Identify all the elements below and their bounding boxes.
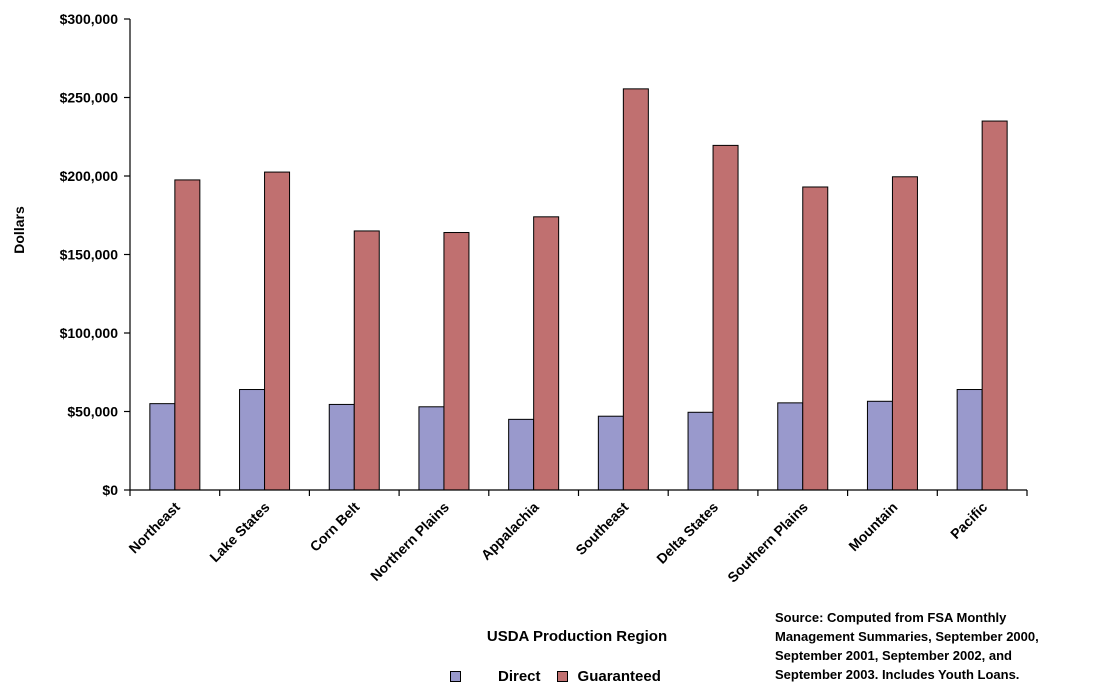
x-axis: Northeast Lake States Corn Belt Northern Pl…	[125, 489, 1028, 586]
bar-guaranteed-appalachia	[533, 216, 560, 491]
x-tick-label: Corn Belt	[307, 499, 363, 555]
bar-guaranteed-southern-plains	[802, 186, 829, 491]
source-note: Source: Computed from FSA Monthly Manage…	[775, 610, 1039, 682]
bar-direct-lake-states	[239, 389, 266, 491]
x-tick-label: Southeast	[572, 499, 631, 558]
x-axis-title: USDA Production Region	[487, 628, 667, 645]
y-tick-label: $100,000	[60, 325, 119, 341]
x-tick-label: Delta States	[653, 499, 721, 567]
legend: Direct Guaranteed	[450, 666, 677, 686]
y-axis: $0 $50,000 $100,000 $150,000 $200,000 $250,00…	[60, 11, 131, 498]
bar-direct-pacific	[956, 389, 983, 491]
y-tick-label: $150,000	[60, 247, 119, 263]
y-tick-label: $200,000	[60, 168, 119, 184]
y-tick-label: $50,000	[67, 404, 118, 420]
bar-direct-corn-belt	[328, 403, 355, 491]
bars	[149, 88, 1008, 491]
legend-item-direct: Direct	[450, 668, 541, 685]
bar-direct-northeast	[149, 403, 176, 491]
bar-guaranteed-delta-states	[712, 144, 739, 491]
bar-guaranteed-corn-belt	[353, 230, 380, 491]
x-tick-label: Pacific	[947, 499, 990, 542]
bar-direct-appalachia	[508, 418, 535, 491]
legend-swatch-direct	[450, 670, 461, 682]
legend-swatch-guaranteed	[556, 670, 568, 682]
x-tick-label: Mountain	[845, 499, 900, 554]
x-tick-label: Lake States	[206, 499, 272, 565]
bar-direct-delta-states	[687, 411, 714, 491]
bar-guaranteed-southeast	[622, 88, 649, 491]
y-tick-label: $300,000	[60, 11, 119, 27]
y-axis-title: Dollars	[11, 206, 27, 254]
y-tick-label: $250,000	[60, 90, 119, 106]
legend-item-guaranteed: Guaranteed	[556, 667, 661, 685]
x-tick-label: Northeast	[125, 499, 183, 557]
bar-direct-mountain	[866, 400, 893, 491]
bar-guaranteed-northeast	[174, 179, 201, 491]
x-tick-label: Southern Plains	[724, 499, 811, 586]
bar-guaranteed-pacific	[981, 120, 1008, 491]
bar-guaranteed-northern-plains	[443, 232, 470, 491]
legend-label-direct: Direct	[498, 667, 541, 685]
legend-label-guaranteed: Guaranteed	[577, 667, 661, 685]
y-tick-label: $0	[102, 482, 118, 498]
bar-direct-southeast	[597, 415, 624, 491]
bar-guaranteed-lake-states	[264, 171, 291, 491]
x-tick-label: Northern Plains	[367, 499, 452, 584]
x-tick-label: Appalachia	[478, 499, 542, 563]
bar-direct-northern-plains	[418, 406, 445, 491]
bar-direct-southern-plains	[777, 402, 804, 491]
bar-guaranteed-mountain	[891, 176, 918, 491]
